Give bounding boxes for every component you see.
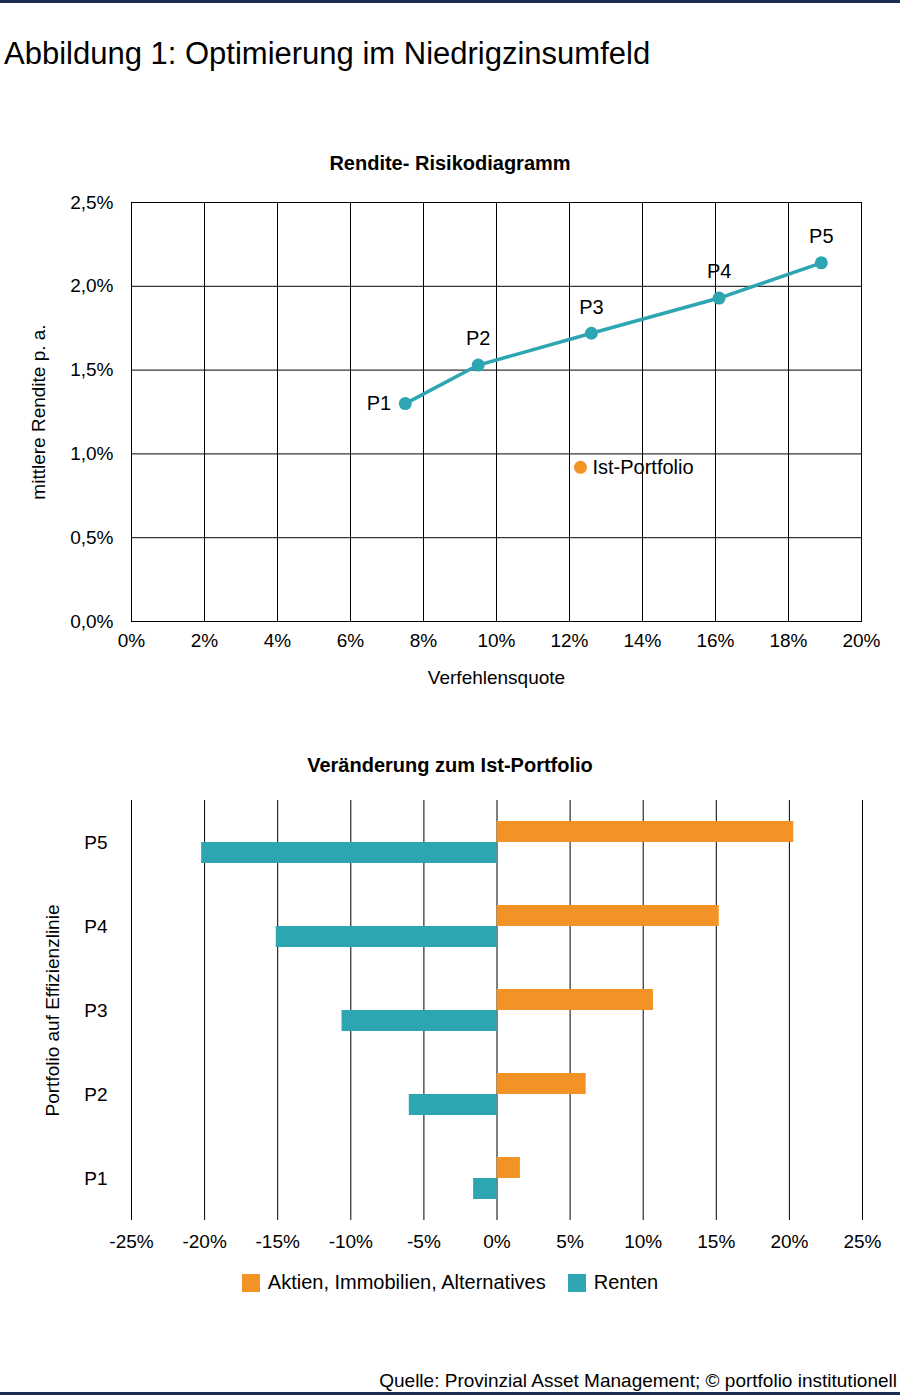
html-text:Renten: Renten (593, 1271, 659, 1293)
svg-text:6%: 6% (337, 630, 365, 651)
svg-text:0,0%: 0,0% (70, 611, 113, 632)
svg-text:P1: P1 (84, 1168, 107, 1189)
svg-text:20%: 20% (770, 1231, 808, 1252)
svg-text:P5: P5 (84, 832, 107, 853)
svg-text:-25%: -25% (109, 1231, 153, 1252)
svg-text:1,0%: 1,0% (70, 443, 113, 464)
svg-text:2,0%: 2,0% (70, 275, 113, 296)
svg-text:18%: 18% (769, 630, 807, 651)
svg-text:12%: 12% (550, 630, 588, 651)
svg-text:0,5%: 0,5% (70, 527, 113, 548)
svg-text:P4: P4 (707, 260, 731, 282)
svg-text:-15%: -15% (256, 1231, 300, 1252)
svg-text:20%: 20% (842, 630, 880, 651)
svg-text:15%: 15% (697, 1231, 735, 1252)
svg-text:16%: 16% (696, 630, 734, 651)
html-text:Aktien, Immobilien, Alternativ: Aktien, Immobilien, Alternatives (267, 1271, 546, 1293)
svg-text:P1: P1 (367, 392, 391, 414)
svg-text:5%: 5% (556, 1231, 584, 1252)
svg-text:4%: 4% (264, 630, 292, 651)
svg-text:-20%: -20% (182, 1231, 226, 1252)
svg-text:8%: 8% (410, 630, 438, 651)
svg-text:-10%: -10% (329, 1231, 373, 1252)
svg-text:10%: 10% (624, 1231, 662, 1252)
svg-text:2,5%: 2,5% (70, 192, 113, 213)
svg-text:P5: P5 (809, 225, 833, 247)
svg-text:mittlere Rendite p. a.: mittlere Rendite p. a. (28, 324, 49, 499)
html-text:Rendite- Risikodiagramm: Rendite- Risikodiagramm (329, 152, 571, 174)
svg-text:-5%: -5% (407, 1231, 441, 1252)
html-text:Abbildung 1: Optimierung im Ni: Abbildung 1: Optimierung im Niedrigzinsu… (4, 36, 651, 71)
html-text:Quelle: Provinzial Asset Manag: Quelle: Provinzial Asset Management; © p… (379, 1370, 897, 1391)
svg-text:10%: 10% (477, 630, 515, 651)
svg-text:0%: 0% (483, 1231, 511, 1252)
svg-text:Portfolio auf Effizienzlinie: Portfolio auf Effizienzlinie (42, 905, 63, 1117)
svg-text:Ist-Portfolio: Ist-Portfolio (592, 456, 693, 478)
svg-text:Verfehlensquote: Verfehlensquote (428, 667, 565, 688)
svg-text:P2: P2 (84, 1084, 107, 1105)
html-text:Veränderung zum Ist-Portfolio: Veränderung zum Ist-Portfolio (307, 754, 593, 776)
svg-text:P3: P3 (84, 1000, 107, 1021)
svg-text:P3: P3 (579, 296, 603, 318)
svg-text:2%: 2% (191, 630, 219, 651)
svg-text:P2: P2 (466, 327, 490, 349)
svg-text:P4: P4 (84, 916, 108, 937)
svg-text:25%: 25% (843, 1231, 881, 1252)
svg-text:14%: 14% (623, 630, 661, 651)
svg-text:0%: 0% (118, 630, 146, 651)
svg-text:1,5%: 1,5% (70, 359, 113, 380)
